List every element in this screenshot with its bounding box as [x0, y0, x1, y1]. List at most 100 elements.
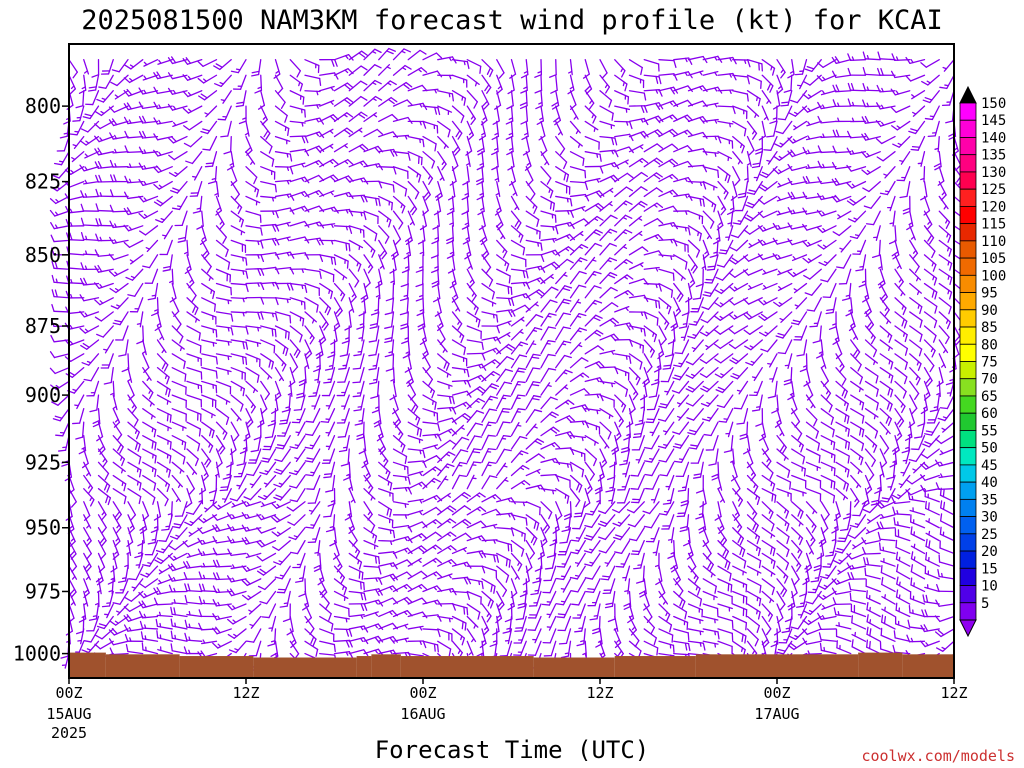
- y-tick-label: 975: [25, 579, 61, 603]
- wind-barb: [605, 553, 615, 566]
- wind-barb: [541, 443, 560, 449]
- wind-barb: [497, 528, 514, 536]
- wind-barb: [290, 476, 305, 488]
- wind-barb: [936, 629, 954, 637]
- wind-barb: [674, 269, 685, 280]
- wind-barb: [172, 600, 187, 604]
- wind-barb: [817, 541, 823, 559]
- wind-barb: [379, 502, 392, 517]
- wind-barb: [170, 269, 173, 284]
- wind-barb: [246, 182, 258, 197]
- wind-barb: [644, 116, 663, 122]
- colorbar-swatch: [960, 499, 976, 516]
- wind-barb: [261, 196, 276, 200]
- colorbar-swatch: [960, 430, 976, 447]
- wind-barb: [438, 137, 448, 149]
- colorbar-swatch: [960, 155, 976, 172]
- wind-barb: [659, 175, 677, 182]
- wind-barb: [187, 502, 202, 514]
- wind-barb: [143, 255, 158, 268]
- wind-barb: [482, 91, 489, 109]
- wind-barb: [335, 226, 352, 234]
- wind-barb: [615, 541, 630, 554]
- wind-barb: [615, 121, 632, 128]
- colorbar-label: 150: [981, 96, 1006, 112]
- wind-barb: [512, 317, 524, 326]
- wind-barb: [338, 422, 349, 437]
- wind-barb: [756, 409, 763, 426]
- wind-barb: [217, 298, 232, 304]
- wind-barb: [482, 540, 497, 543]
- wind-barb: [943, 60, 954, 71]
- colorbar-label: 10: [981, 579, 998, 595]
- wind-barb: [467, 423, 482, 435]
- wind-barb: [246, 240, 263, 248]
- wind-barb: [938, 409, 954, 421]
- wind-barb: [777, 449, 788, 460]
- wind-barb: [767, 121, 777, 136]
- wind-barb: [659, 409, 674, 421]
- wind-barb: [155, 196, 173, 205]
- wind-barb: [784, 368, 791, 385]
- colorbar-swatch: [960, 241, 976, 258]
- terrain-segment: [371, 654, 401, 678]
- wind-barb: [497, 269, 510, 283]
- wind-barb: [482, 435, 495, 449]
- wind-barb: [102, 60, 114, 74]
- wind-barb: [90, 395, 98, 412]
- wind-barb: [585, 541, 600, 553]
- wind-barb: [467, 493, 485, 502]
- wind-barb: [541, 355, 555, 368]
- wind-barb: [733, 591, 747, 604]
- wind-barb: [364, 541, 378, 549]
- wind-barb: [569, 60, 573, 75]
- wind-barb: [875, 476, 881, 494]
- wind-barb: [135, 541, 143, 558]
- wind-barb: [692, 340, 703, 351]
- wind-barb: [246, 340, 261, 346]
- wind-barb: [615, 75, 627, 91]
- wind-barb: [231, 381, 244, 395]
- terrain-segment: [615, 656, 696, 678]
- wind-barb: [907, 635, 925, 642]
- wind-barb: [880, 326, 891, 342]
- wind-barb: [84, 515, 91, 528]
- wind-barb: [185, 633, 202, 641]
- wind-barb: [554, 106, 561, 125]
- wind-barb: [882, 615, 895, 629]
- wind-barb: [550, 528, 556, 546]
- wind-barb: [939, 269, 951, 284]
- wind-barb: [320, 312, 328, 330]
- wind-barb: [202, 563, 217, 566]
- wind-barb: [556, 356, 572, 368]
- wind-barb: [585, 515, 600, 528]
- wind-barb: [644, 267, 659, 271]
- wind-barb: [273, 541, 291, 551]
- wind-barb: [733, 553, 746, 568]
- wind-barb: [561, 579, 570, 592]
- colorbar-swatch: [960, 362, 976, 379]
- wind-barb: [104, 340, 114, 353]
- wind-barb: [934, 152, 941, 170]
- wind-barb: [880, 381, 892, 396]
- wind-barb: [737, 409, 748, 424]
- wind-barb: [312, 395, 320, 409]
- wind-barb: [600, 303, 618, 312]
- wind-barb: [600, 106, 613, 120]
- wind-barb: [807, 436, 820, 451]
- wind-barb: [261, 449, 275, 462]
- wind-barb: [101, 354, 113, 368]
- wind-barb: [520, 579, 526, 597]
- wind-barb: [836, 436, 849, 450]
- wind-barb: [880, 312, 890, 324]
- wind-barb: [830, 312, 837, 329]
- wind-barb: [187, 436, 200, 451]
- wind-barb: [305, 60, 319, 73]
- wind-barb: [231, 240, 245, 252]
- wind-barb: [99, 489, 111, 505]
- wind-barb: [467, 91, 477, 108]
- wind-barb: [600, 75, 609, 93]
- wind-barb: [349, 489, 355, 503]
- wind-barb: [678, 476, 688, 492]
- wind-barb: [630, 91, 646, 100]
